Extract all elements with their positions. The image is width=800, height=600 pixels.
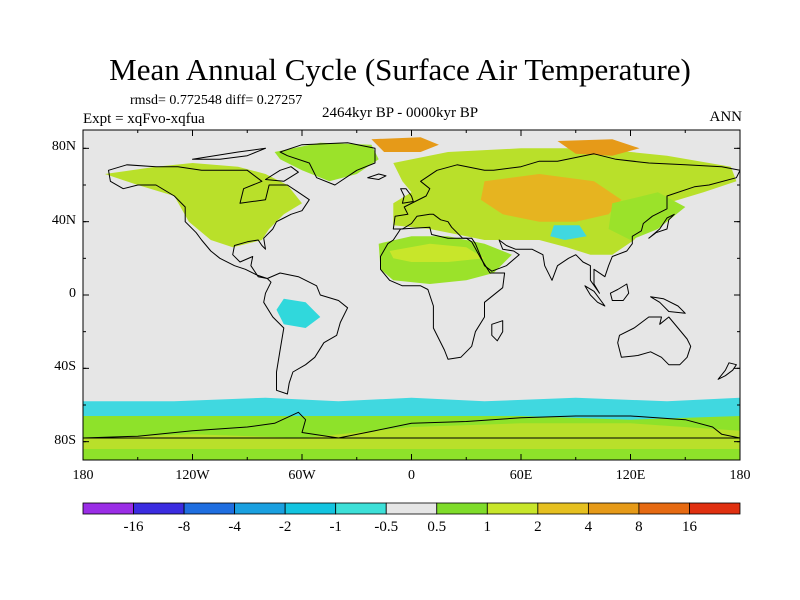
colorbar-swatch bbox=[385, 502, 438, 515]
coastline-new-zealand bbox=[717, 362, 737, 380]
colorbar-label: 4 bbox=[584, 519, 593, 535]
colorbar-swatch bbox=[486, 502, 539, 515]
colorbar-swatch bbox=[183, 502, 236, 515]
coastline-antarctica bbox=[83, 411, 740, 439]
anomaly-region-north-america-warm bbox=[104, 163, 303, 248]
anomaly-region-arctic-hot-2 bbox=[557, 139, 640, 156]
map-title: Mean Annual Cycle (Surface Air Temperatu… bbox=[109, 52, 691, 87]
coastline-baffin bbox=[265, 166, 299, 182]
coastline-iceland bbox=[367, 173, 387, 180]
coastline-australia bbox=[617, 316, 692, 366]
colorbar-label: 0.5 bbox=[427, 519, 447, 535]
x-tick-label: 180 bbox=[729, 468, 751, 483]
coastline-madagascar bbox=[491, 320, 504, 342]
map-plot-area bbox=[83, 130, 740, 460]
x-tick-label: 60E bbox=[509, 468, 533, 483]
anomaly-region-south-america-cool bbox=[276, 298, 321, 328]
y-tick-label: 80S bbox=[54, 432, 76, 448]
colorbar bbox=[82, 502, 741, 515]
y-tick-label: 0 bbox=[69, 286, 76, 301]
colorbar-label: 8 bbox=[635, 519, 643, 535]
rmsd-diff-text: rmsd= 0.772548 diff= 0.27257 bbox=[130, 93, 303, 108]
coastline-greenland bbox=[279, 142, 376, 186]
colorbar-label: 1 bbox=[483, 519, 492, 535]
colorbar-swatch bbox=[133, 502, 185, 515]
y-tick-label: 40N bbox=[51, 212, 76, 228]
colorbar-swatch bbox=[587, 502, 640, 515]
colorbar-label: -4 bbox=[228, 519, 241, 535]
colorbar-label: -1 bbox=[329, 519, 342, 535]
x-tick-label: 0 bbox=[408, 468, 415, 483]
coastline-borneo bbox=[609, 283, 630, 301]
colorbar-swatch bbox=[537, 502, 589, 515]
coastline-eurasia bbox=[392, 153, 740, 294]
coastline-british-isles bbox=[400, 188, 414, 204]
coastline-south-america bbox=[263, 272, 349, 395]
anomaly-region-tibet-cool bbox=[550, 225, 587, 240]
anomaly-region-greenland-north-warm bbox=[274, 142, 379, 182]
colorbar-label: -8 bbox=[177, 519, 191, 535]
experiment-label: Expt = xqFvo-xqfua bbox=[83, 111, 205, 127]
anomaly-region-east-asia-warm bbox=[608, 192, 686, 240]
colorbar-swatch bbox=[638, 502, 690, 515]
x-tick-label: 180 bbox=[72, 468, 94, 483]
colorbar-swatch bbox=[234, 502, 286, 515]
x-tick-label: 60W bbox=[288, 468, 316, 483]
colorbar-label: -16 bbox=[123, 519, 144, 535]
x-tick-label: 120W bbox=[175, 468, 210, 483]
anomaly-region-arctic-hot-1 bbox=[371, 137, 439, 152]
anomaly-region-sahara-belt bbox=[389, 243, 485, 262]
colorbar-label: -2 bbox=[278, 519, 292, 535]
x-tick-label: 120E bbox=[615, 468, 646, 483]
axis-ticks bbox=[82, 129, 741, 461]
coastline-arctic-islands bbox=[192, 147, 266, 160]
coastline-africa bbox=[380, 226, 506, 360]
colorbar-swatch bbox=[436, 502, 488, 515]
anomaly-region-southern-ocean-cool bbox=[83, 397, 740, 420]
colorbar-label: 2 bbox=[534, 519, 542, 535]
colorbar-label: 16 bbox=[681, 519, 697, 535]
anomaly-region-antarctica-warm bbox=[83, 423, 740, 449]
season-label: ANN bbox=[709, 109, 743, 125]
coastline-new-guinea bbox=[650, 296, 686, 314]
colorbar-swatch bbox=[284, 502, 337, 515]
period-label: 2464kyr BP - 0000kyr BP bbox=[322, 105, 479, 121]
y-tick-label: 40S bbox=[54, 359, 76, 375]
coastline-japan bbox=[648, 213, 675, 239]
colorbar-swatch bbox=[82, 502, 134, 515]
anomaly-region-central-asia-hot bbox=[480, 174, 622, 222]
colorbar-swatch bbox=[689, 502, 741, 515]
y-tick-label: 80N bbox=[51, 139, 76, 155]
coastline-north-america bbox=[108, 164, 310, 279]
colorbar-label: -0.5 bbox=[374, 519, 399, 535]
colorbar-swatch bbox=[335, 502, 387, 515]
coastline-sumatra bbox=[584, 285, 606, 307]
